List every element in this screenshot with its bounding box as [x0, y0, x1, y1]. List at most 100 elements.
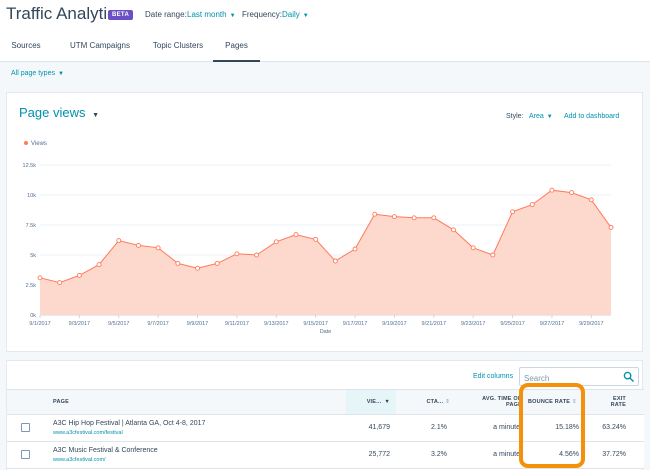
chevron-down-icon: ▼	[229, 13, 236, 19]
data-point	[332, 258, 338, 264]
x-tick-label: 9/9/2017	[187, 321, 208, 327]
x-tick-label: 9/3/2017	[69, 321, 90, 327]
avg-time-cell: a minute	[493, 451, 520, 458]
style-label: Style:	[506, 113, 524, 120]
x-tick-label: 9/17/2017	[343, 321, 367, 327]
column-header-page[interactable]: PAGE	[53, 399, 69, 405]
search-input[interactable]	[520, 370, 616, 387]
x-tick-label: 9/7/2017	[147, 321, 168, 327]
exit-rate-cell: 37.72%	[602, 451, 626, 458]
data-point	[116, 238, 122, 244]
date-range-dropdown[interactable]: Last month ▼	[187, 10, 236, 19]
views-line	[39, 189, 612, 284]
x-tick-label: 9/29/2017	[579, 321, 603, 327]
x-tick-label: 9/25/2017	[500, 321, 524, 327]
avg-time-cell: a minute	[493, 424, 520, 431]
row-checkbox[interactable]	[21, 423, 30, 432]
data-point	[175, 260, 181, 266]
date-range-value: Last month	[187, 10, 227, 19]
x-axis-label: Date	[320, 329, 332, 335]
data-point	[529, 202, 535, 208]
data-point	[313, 236, 319, 242]
column-header-bounce-rate-label: BOUNCE RATE	[528, 399, 571, 405]
exit-rate-cell: 63.24%	[602, 424, 626, 431]
add-to-dashboard-link[interactable]: Add to dashboard	[564, 113, 620, 120]
x-tick-label: 9/13/2017	[264, 321, 288, 327]
page-name: A3C Hip Hop Festival | Atlanta GA, Oct 4…	[53, 420, 206, 427]
y-tick-label: 10k	[27, 193, 36, 199]
column-header-exit-rate[interactable]: EXIT RATE	[590, 390, 626, 414]
data-point	[490, 252, 496, 258]
data-point	[293, 232, 299, 238]
x-tick-label: 9/1/2017	[29, 321, 50, 327]
data-point	[411, 215, 417, 221]
tab-topic-clusters[interactable]: Topic Clusters	[152, 41, 204, 50]
page-type-filter-label: All page types	[11, 70, 55, 77]
data-point	[76, 272, 82, 278]
column-header-cta[interactable]: CTA... ⇕	[405, 390, 450, 414]
page-type-filter[interactable]: All page types ▼	[11, 70, 64, 77]
sort-icon: ⇕	[445, 399, 450, 405]
chart-title-dropdown[interactable]: Page views ▼	[19, 105, 99, 120]
row-checkbox[interactable]	[21, 450, 30, 459]
x-tick-label: 9/15/2017	[303, 321, 327, 327]
data-point	[352, 246, 358, 252]
data-point	[391, 214, 397, 220]
cta-cell: 2.1%	[431, 424, 447, 431]
column-header-exit-rate-line1: EXIT	[612, 396, 626, 402]
column-header-avg-time-line2: PAGE	[506, 402, 522, 408]
search-icon[interactable]	[623, 371, 634, 382]
legend-label: Views	[31, 141, 47, 147]
legend-dot-icon	[24, 141, 28, 146]
data-point	[195, 265, 200, 271]
tab-pages[interactable]: Pages	[213, 40, 260, 62]
chevron-down-icon: ▼	[57, 71, 64, 77]
page-url-link[interactable]: www.a3cfestival.com/	[53, 457, 106, 463]
style-value: Area	[529, 113, 544, 120]
x-tick-label: 9/23/2017	[461, 321, 485, 327]
data-point	[372, 211, 378, 217]
data-point	[214, 260, 220, 266]
page-name: A3C Music Festival & Conference	[53, 447, 158, 454]
data-point	[273, 239, 279, 245]
frequency-label: Frequency:	[242, 10, 283, 19]
top-bar: Traffic Analytics BETA Date range: Last …	[0, 0, 650, 62]
column-header-views-label: VIE...	[366, 399, 382, 405]
data-point	[431, 215, 437, 221]
page-title: Traffic Analytics	[6, 4, 125, 23]
chart-title: Page views	[19, 105, 86, 120]
column-header-bounce-rate[interactable]: BOUNCE RATE ⇕	[528, 390, 588, 414]
data-point	[470, 245, 476, 251]
frequency-dropdown[interactable]: Daily ▼	[282, 10, 309, 19]
tab-sources[interactable]: Sources	[11, 41, 41, 50]
data-point	[254, 252, 260, 258]
tab-utm-campaigns[interactable]: UTM Campaigns	[69, 41, 130, 50]
bounce-rate-cell: 15.18%	[555, 424, 579, 431]
chevron-down-icon: ▼	[302, 13, 309, 19]
column-header-cta-label: CTA...	[426, 399, 444, 405]
page-url-link[interactable]: www.a3cfestival.com/festival	[53, 430, 123, 436]
sort-icon: ⇕	[572, 399, 577, 405]
x-tick-label: 9/5/2017	[108, 321, 129, 327]
y-tick-label: 12.5k	[23, 163, 37, 169]
data-point	[569, 190, 575, 196]
data-point	[608, 224, 614, 230]
page-views-chart: 0k 2.5k 5k 7.5k 10k 12.5k 9/1/2017 9/3/2017 9/5/…	[23, 163, 614, 335]
tab-bar: Sources UTM Campaigns Topic Clusters Pag…	[0, 40, 650, 62]
views-cell: 41,679	[368, 424, 390, 431]
style-dropdown[interactable]: Area ▼	[529, 113, 553, 120]
data-point	[588, 197, 594, 203]
data-point	[135, 242, 141, 248]
y-tick-label: 7.5k	[26, 223, 37, 229]
data-point	[510, 209, 516, 215]
column-header-avg-time[interactable]: AVG. TIME ON PAGE	[462, 390, 522, 414]
pages-table-card: Edit columns PAGE VIE...▼ CTA...⇕ AVG. T…	[6, 360, 644, 470]
table-row[interactable]: A3C Hip Hop Festival | Atlanta GA, Oct 4…	[7, 415, 644, 442]
column-header-exit-rate-line2: RATE	[610, 402, 626, 408]
x-tick-label: 9/11/2017	[225, 321, 249, 327]
table-header: PAGE VIE... ▼ CTA... ⇕ AVG. TIME ON PAGE B…	[7, 389, 644, 415]
views-area	[40, 190, 611, 315]
edit-columns-link[interactable]: Edit columns	[473, 373, 514, 380]
column-header-views[interactable]: VIE... ▼	[346, 390, 396, 414]
cta-cell: 3.2%	[431, 451, 447, 458]
